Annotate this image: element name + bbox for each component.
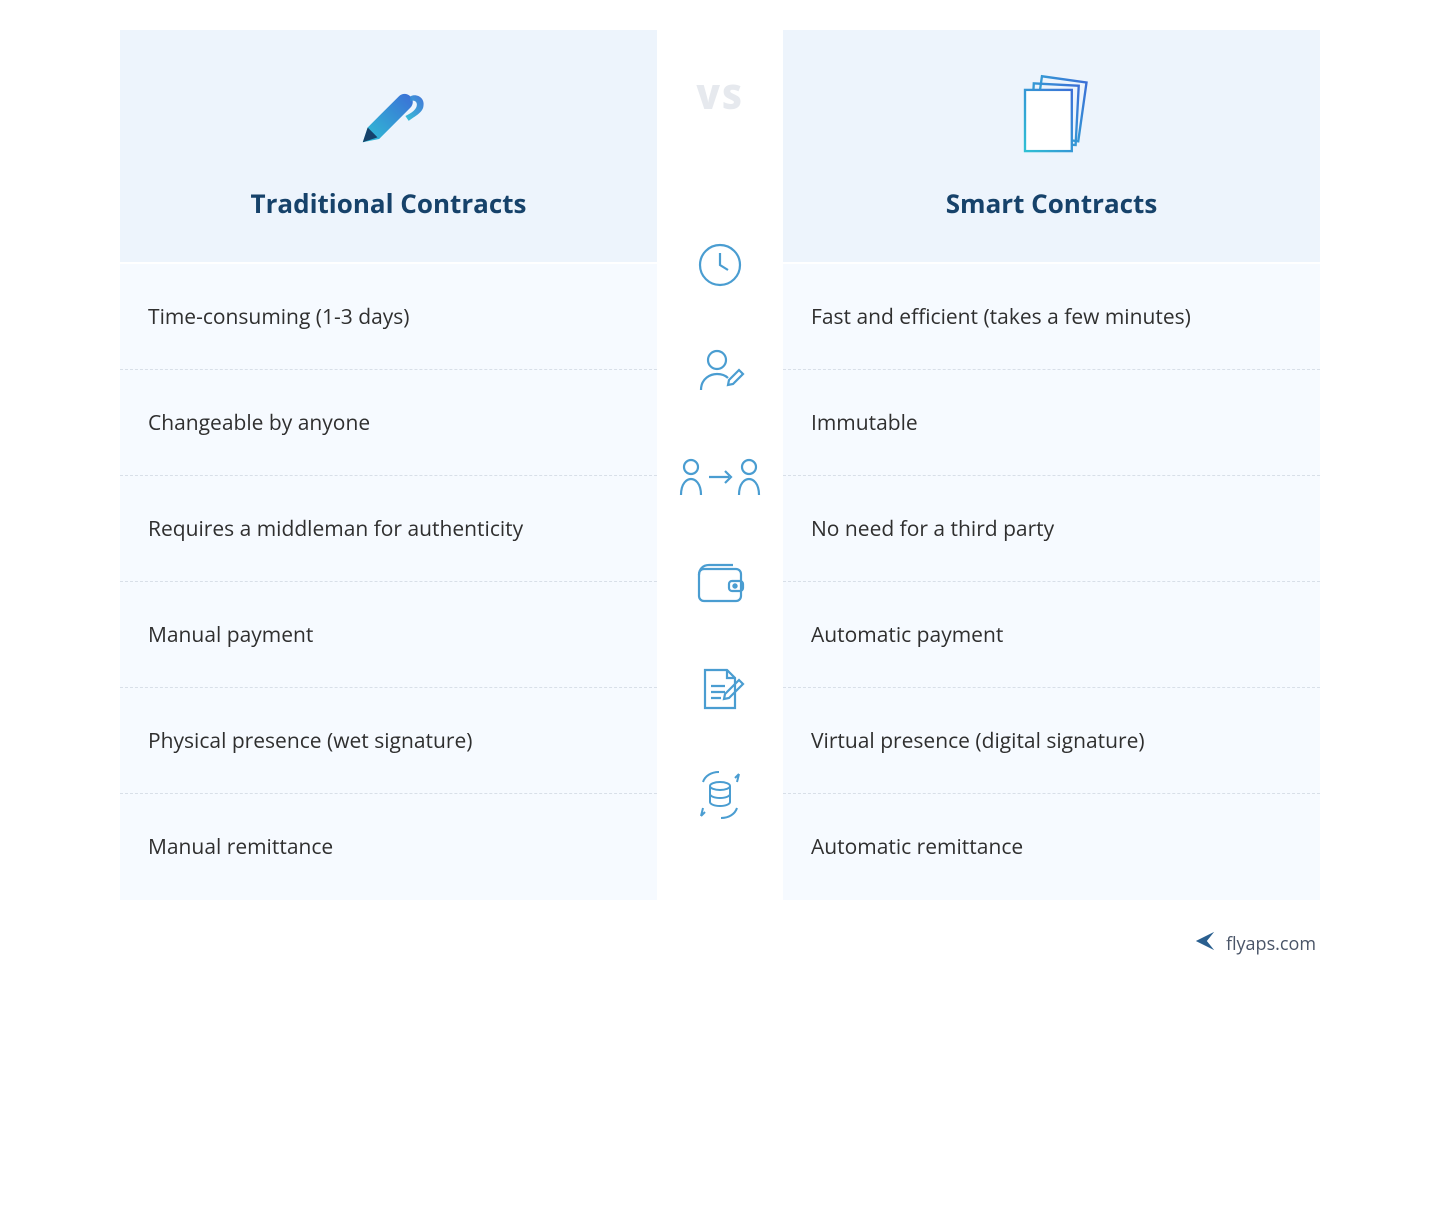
left-row-text: Requires a middleman for authenticity: [148, 515, 523, 543]
middle-row: [690, 636, 750, 742]
person-edit-icon: [690, 341, 750, 401]
footer: flyaps.com: [120, 930, 1320, 958]
left-row-text: Manual remittance: [148, 833, 333, 861]
right-row: Fast and efficient (takes a few minutes): [783, 264, 1320, 370]
left-row-text: Manual payment: [148, 621, 313, 649]
clock-icon: [690, 235, 750, 295]
left-row: Time-consuming (1-3 days): [120, 264, 657, 370]
logo-icon: [1194, 930, 1216, 958]
right-row: No need for a third party: [783, 476, 1320, 582]
right-title: Smart Contracts: [946, 185, 1158, 221]
left-title: Traditional Contracts: [251, 185, 527, 221]
left-row: Manual payment: [120, 582, 657, 688]
people-transfer-icon: [677, 447, 763, 507]
right-row-text: Fast and efficient (takes a few minutes): [811, 303, 1191, 331]
left-row: Physical presence (wet signature): [120, 688, 657, 794]
right-header: Smart Contracts: [783, 30, 1320, 262]
middle-row: [690, 742, 750, 848]
remittance-cycle-icon: [690, 765, 750, 825]
wallet-icon: [690, 553, 750, 613]
left-row-text: Changeable by anyone: [148, 409, 370, 437]
left-row-text: Time-consuming (1-3 days): [148, 303, 409, 331]
left-row: Manual remittance: [120, 794, 657, 900]
right-row-text: Automatic payment: [811, 621, 1003, 649]
sign-document-icon: [690, 659, 750, 719]
left-header: Traditional Contracts: [120, 30, 657, 262]
right-row-text: Immutable: [811, 409, 918, 437]
left-row-text: Physical presence (wet signature): [148, 727, 472, 755]
right-column: Smart Contracts Fast and efficient (take…: [783, 30, 1320, 900]
comparison-table: Traditional Contracts Time-consuming (1-…: [120, 30, 1320, 900]
footer-text: flyaps.com: [1226, 932, 1316, 956]
right-row-text: Virtual presence (digital signature): [811, 727, 1145, 755]
right-row: Automatic remittance: [783, 794, 1320, 900]
vs-label: VS: [696, 0, 743, 212]
middle-row: [690, 212, 750, 318]
right-row: Automatic payment: [783, 582, 1320, 688]
right-row-text: Automatic remittance: [811, 833, 1023, 861]
left-row: Changeable by anyone: [120, 370, 657, 476]
pen-icon: [344, 71, 434, 161]
middle-row: [690, 318, 750, 424]
left-column: Traditional Contracts Time-consuming (1-…: [120, 30, 657, 900]
left-row: Requires a middleman for authenticity: [120, 476, 657, 582]
right-row-text: No need for a third party: [811, 515, 1054, 543]
right-row: Immutable: [783, 370, 1320, 476]
middle-row: [690, 530, 750, 636]
right-row: Virtual presence (digital signature): [783, 688, 1320, 794]
documents-icon: [1007, 71, 1097, 161]
middle-column: VS: [657, 30, 783, 900]
middle-row: [677, 424, 763, 530]
